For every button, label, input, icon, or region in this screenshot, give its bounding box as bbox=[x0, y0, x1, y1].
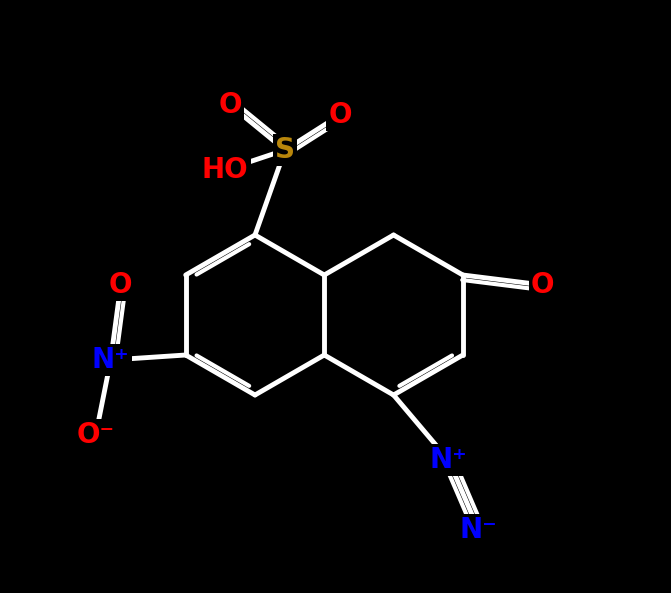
Text: S: S bbox=[275, 136, 295, 164]
Text: O: O bbox=[218, 91, 242, 119]
Text: N⁺: N⁺ bbox=[429, 446, 468, 474]
Text: O: O bbox=[109, 271, 132, 299]
Text: O⁻: O⁻ bbox=[76, 421, 115, 449]
Text: N⁺: N⁺ bbox=[92, 346, 130, 374]
Text: O: O bbox=[531, 271, 555, 299]
Text: HO: HO bbox=[202, 156, 248, 184]
Text: O: O bbox=[328, 101, 352, 129]
Text: N⁻: N⁻ bbox=[460, 516, 497, 544]
